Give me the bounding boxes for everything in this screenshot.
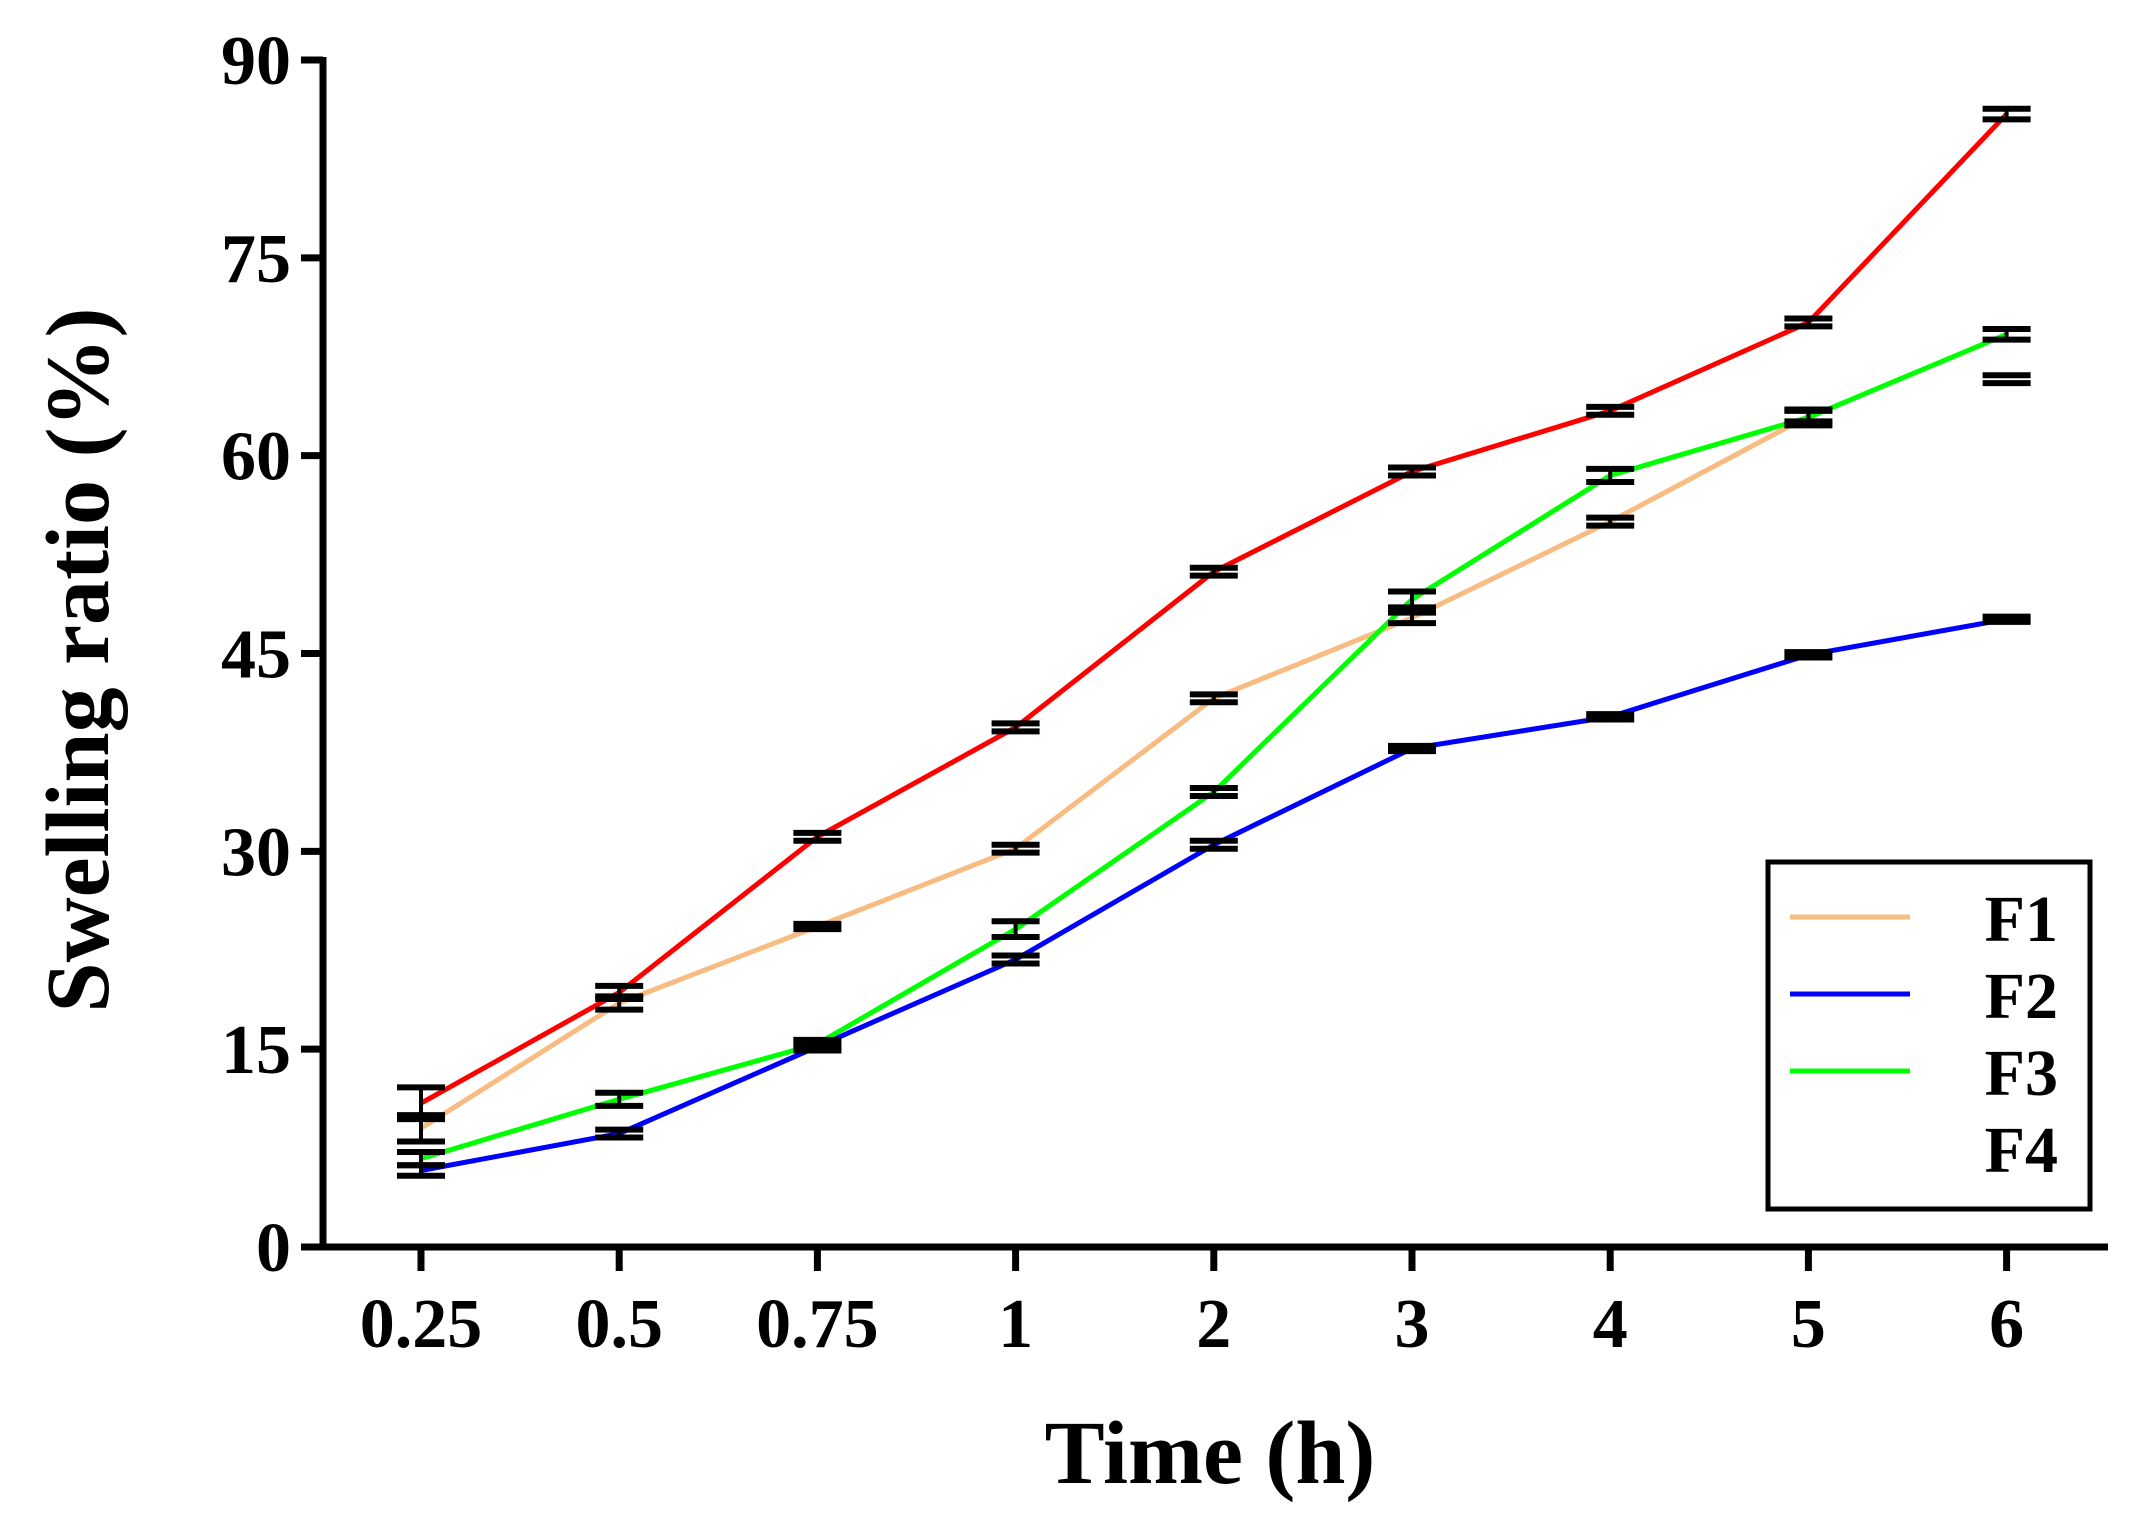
y-tick-label: 15 bbox=[221, 1012, 291, 1089]
x-axis-title: Time (h) bbox=[1045, 1404, 1376, 1503]
y-tick-label: 75 bbox=[221, 221, 291, 298]
y-tick-label: 60 bbox=[221, 419, 291, 496]
series-line-f1 bbox=[419, 413, 1810, 1131]
y-tick-label: 45 bbox=[221, 617, 291, 694]
x-tick-label: 6 bbox=[1989, 1286, 2024, 1363]
x-tick-label: 1 bbox=[998, 1286, 1033, 1363]
x-tick-label: 0.75 bbox=[756, 1286, 879, 1363]
y-tick-label: 30 bbox=[221, 814, 291, 891]
legend-label-f4: F4 bbox=[1985, 1114, 2058, 1187]
y-tick-label: 90 bbox=[221, 23, 291, 100]
legend-box bbox=[1765, 859, 2093, 1212]
x-tick-label: 2 bbox=[1196, 1286, 1231, 1363]
legend-label-f1: F1 bbox=[1985, 883, 2058, 956]
y-tick-label: 0 bbox=[256, 1210, 291, 1287]
x-tick-label: 0.5 bbox=[575, 1286, 663, 1363]
y-axis-title: Swelling ratio (%) bbox=[29, 308, 128, 1013]
legend-label-f2: F2 bbox=[1985, 960, 2058, 1033]
legend-label-f3: F3 bbox=[1985, 1037, 2058, 1110]
x-tick-label: 4 bbox=[1593, 1286, 1628, 1363]
x-tick-label: 3 bbox=[1395, 1286, 1430, 1363]
x-tick-label: 5 bbox=[1791, 1286, 1826, 1363]
x-tick-label: 0.25 bbox=[360, 1286, 483, 1363]
